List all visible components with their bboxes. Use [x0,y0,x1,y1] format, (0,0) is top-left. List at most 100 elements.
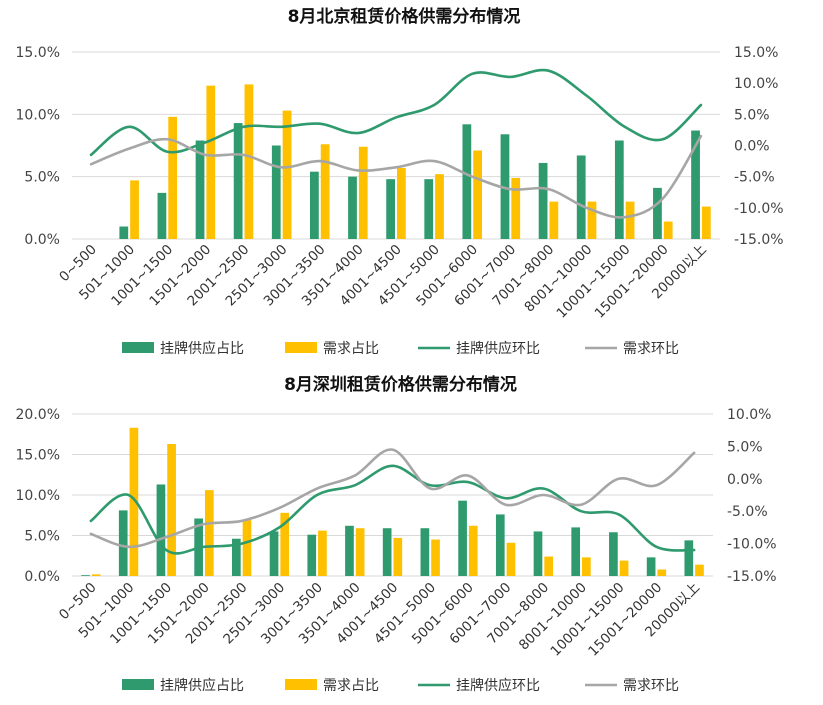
supply-share-bar [495,514,505,576]
right-axis-tick: 5.0% [727,439,763,455]
supply-share-bar [684,540,694,576]
supply-share-bar [614,140,624,239]
left-axis-tick: 15.0% [16,448,60,464]
demand-share-bar [397,167,406,239]
demand-mom-line [89,134,703,219]
right-axis-tick: -5.0% [734,170,775,186]
supply-share-bar [386,179,395,239]
legend-label: 需求环比 [623,341,679,357]
supply-mom-line [89,68,703,157]
left-axis-tick: 20.0% [16,407,60,423]
shenzhen-chart: 8月深圳租赁价格供需分布情况 0.0% 5.0% 10.0% 15.0% 20.0% -15… [16,374,777,694]
demand-share-bar [435,174,444,239]
demand-share-bar [130,180,139,239]
demand-share-bar [91,574,101,576]
demand-share-bar [318,530,327,576]
demand-share-bar [587,201,597,239]
left-axis-tick: 10.0% [16,107,60,123]
legend-label: 挂牌供应占比 [160,677,244,694]
supply-share-bar [691,130,700,239]
demand-share-bar [625,201,635,239]
legend-label: 需求占比 [323,678,379,694]
demand-share-bar [619,560,629,576]
right-axis-tick: 5.0% [734,107,770,123]
supply-share-bar [382,528,392,576]
legend-label: 挂牌供应环比 [456,677,540,694]
supply-share-bar [424,179,434,239]
supply-share-bar [118,510,128,576]
demand-share-bar [242,520,252,576]
demand-share-bar [549,201,559,239]
right-axis-tick: -15.0% [734,232,784,248]
supply-share-bar [345,525,354,576]
right-axis-tick: 0.0% [727,472,763,488]
right-axis-tick: 15.0% [734,45,778,61]
beijing-chart: 8月北京租赁价格供需分布情况 0.0% 5.0% 10.0% 15.0% -15.0% -1… [16,6,784,357]
supply-mom-line [89,464,696,555]
chart-title: 8月北京租赁价格供需分布情况 [288,6,521,27]
right-axis-tick: 10.0% [727,407,771,423]
demand-share-bar [657,569,667,576]
demand-share-bar [282,110,292,240]
supply-share-bar [195,140,205,239]
chart-title: 8月深圳租赁价格供需分布情况 [284,374,517,395]
demand-share-bar [167,443,176,576]
right-axis-tick: -10.0% [727,537,777,553]
demand-share-bar [473,150,483,239]
legend-label: 需求环比 [623,678,679,694]
demand-share-bar [544,556,553,576]
supply-share-bar [653,187,662,239]
supply-share-bar [420,528,430,576]
demand-share-bar [663,221,673,239]
supply-share-bar [233,123,243,239]
legend-label: 需求占比 [323,341,379,357]
supply-share-bar [533,531,543,576]
supply-share-bar [609,532,618,576]
supply-share-bar [500,134,510,239]
legend-swatch [285,679,317,690]
legend-swatch [285,342,317,353]
demand-share-bar [468,525,478,576]
legend: 挂牌供应占比 需求占比 挂牌供应环比 需求环比 [122,677,679,694]
demand-share-bar [358,146,368,239]
demand-share-bar [320,144,330,239]
demand-share-bar [244,84,254,239]
demand-share-bar [355,528,365,576]
right-axis-tick: -10.0% [734,201,784,217]
demand-mom-line [89,448,696,549]
supply-share-bar [269,531,279,576]
demand-share-bar [204,490,214,576]
supply-share-bar [119,226,129,239]
demand-share-bar [701,206,711,239]
demand-share-bar [582,557,591,576]
left-axis-tick: 0.0% [24,232,60,248]
demand-share-bar [206,85,216,239]
demand-share-bar [431,539,440,576]
left-axis-tick: 5.0% [24,170,60,186]
right-axis-tick: 0.0% [734,139,770,155]
left-axis-tick: 5.0% [24,529,60,545]
bar-series [130,84,711,240]
demand-share-bar [393,537,403,576]
supply-share-bar [156,484,166,576]
right-axis-tick: -15.0% [727,569,777,585]
demand-share-bar [695,564,704,576]
legend: 挂牌供应占比 需求占比 挂牌供应环比 需求环比 [122,340,679,357]
left-axis-tick: 0.0% [24,569,60,585]
supply-share-bar [538,162,548,239]
demand-share-bar [129,427,139,576]
supply-share-bar [348,176,357,239]
demand-share-bar [280,512,290,576]
left-axis-tick: 10.0% [16,488,60,504]
supply-share-bar [309,171,319,239]
supply-share-bar [157,192,167,239]
legend-swatch [122,342,154,353]
demand-share-bar [506,542,516,576]
right-axis-tick: -5.0% [727,504,768,520]
supply-share-bar [81,575,90,576]
supply-share-bar [271,145,281,239]
demand-share-bar [168,116,178,239]
supply-share-bar [458,500,467,576]
bar-series [91,427,704,576]
